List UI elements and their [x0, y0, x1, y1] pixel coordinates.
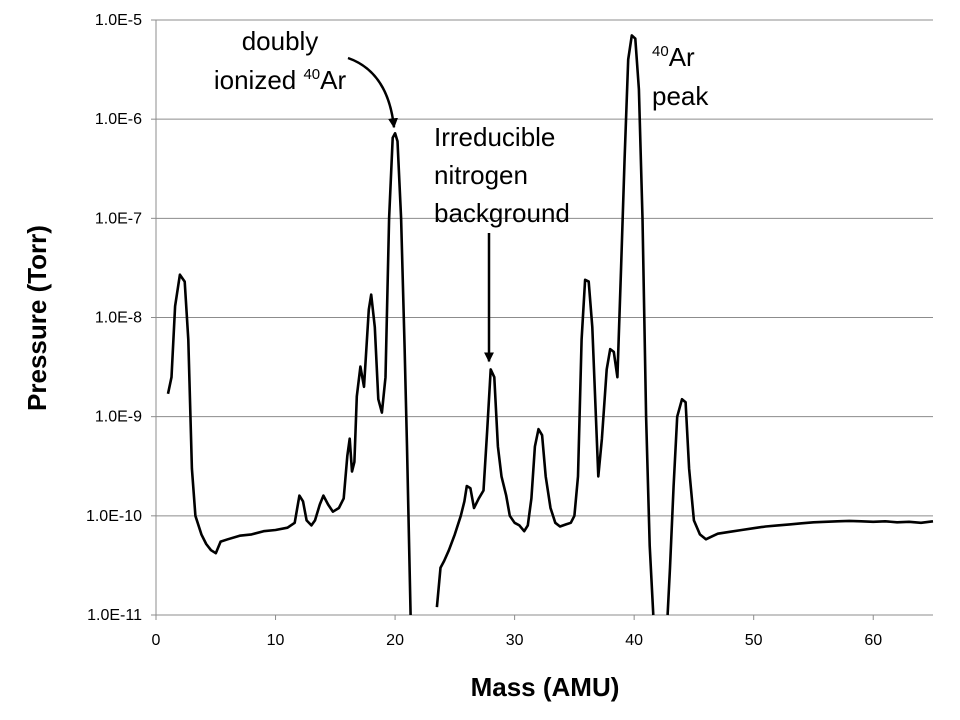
tick-labels: 1.0E-11 1.0E-10 1.0E-9 1.0E-8 1.0E-7 1.0E-6 1.…	[86, 12, 882, 649]
axes	[151, 19, 933, 620]
series-line	[666, 397, 934, 616]
annotation-text: nitrogen	[434, 160, 528, 190]
series-line	[166, 132, 412, 616]
annotation-text: Irreducible	[434, 122, 555, 152]
y-tick-label: 1.0E-5	[95, 12, 142, 29]
x-tick-label: 30	[506, 632, 524, 649]
annotation-arrow	[347, 56, 398, 129]
annotation-text: background	[434, 198, 570, 228]
annotation-text: peak	[652, 81, 709, 111]
series-group	[166, 34, 934, 616]
annotations: doubly ionized 40Ar Irreducible nitrogen bac…	[214, 26, 709, 363]
x-tick-label: 0	[152, 632, 161, 649]
gridlines	[156, 19, 933, 517]
y-tick-label: 1.0E-11	[87, 607, 142, 624]
y-tick-label: 1.0E-6	[95, 111, 142, 128]
x-tick-label: 20	[386, 632, 404, 649]
annotation-text: 40Ar	[652, 42, 695, 72]
y-tick-label: 1.0E-10	[86, 508, 142, 525]
x-tick-label: 10	[267, 632, 285, 649]
annotation-text: doubly	[242, 26, 319, 56]
x-tick-label: 40	[625, 632, 643, 649]
x-tick-label: 60	[864, 632, 882, 649]
y-tick-label: 1.0E-8	[95, 310, 142, 327]
y-axis-title: Pressure (Torr)	[22, 225, 52, 411]
y-tick-label: 1.0E-7	[95, 210, 142, 227]
annotation-text: ionized 40Ar	[214, 65, 347, 95]
series-line	[435, 34, 655, 616]
x-axis-title: Mass (AMU)	[471, 672, 620, 702]
y-tick-label: 1.0E-9	[95, 409, 142, 426]
x-tick-label: 50	[745, 632, 763, 649]
